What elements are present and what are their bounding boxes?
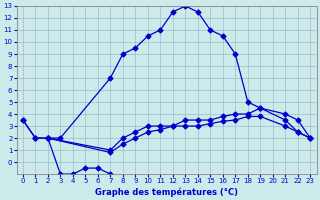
- X-axis label: Graphe des températures (°C): Graphe des températures (°C): [95, 187, 238, 197]
